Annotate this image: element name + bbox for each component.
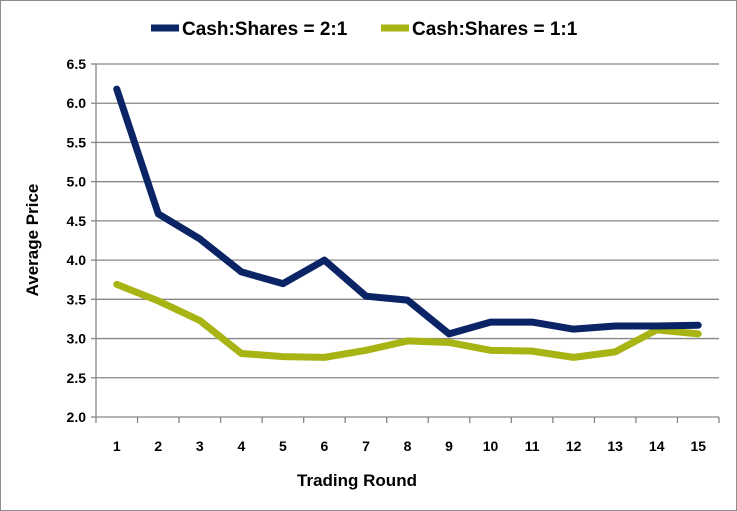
- x-tick-label: 11: [525, 438, 540, 454]
- y-tick-label: 2.0: [67, 409, 87, 425]
- legend-label: Cash:Shares = 2:1: [182, 19, 348, 40]
- x-tick-label: 12: [566, 438, 582, 454]
- gridlines: [91, 63, 720, 423]
- x-tick-label: 15: [690, 438, 706, 454]
- y-axis-label: Average Price: [23, 184, 42, 297]
- x-tick-label: 6: [321, 438, 329, 454]
- x-tick-label: 7: [362, 438, 370, 454]
- x-tick-label: 3: [196, 438, 204, 454]
- series-line: [113, 280, 702, 361]
- x-tick-label: 2: [154, 438, 162, 454]
- x-tick-label: 5: [279, 438, 287, 454]
- x-tick-labels: 1 2 3 4 5 6 7 8 9 10 11 12 13 14 15: [113, 438, 706, 454]
- legend: Cash:Shares = 2:1 Cash:Shares = 1:1: [151, 19, 578, 40]
- y-tick-label: 5.0: [67, 174, 87, 190]
- series-line: [113, 85, 702, 338]
- y-tick-label: 5.5: [67, 134, 87, 150]
- x-tick-label: 13: [607, 438, 623, 454]
- x-tick-label: 9: [445, 438, 453, 454]
- x-tick-label: 8: [404, 438, 412, 454]
- x-tick-label: 14: [649, 438, 665, 454]
- x-tick-label: 1: [113, 438, 121, 454]
- x-tick-label: 4: [237, 438, 245, 454]
- legend-label: Cash:Shares = 1:1: [412, 19, 578, 40]
- y-tick-label: 2.5: [67, 370, 87, 386]
- y-tick-label: 6.0: [67, 95, 87, 111]
- x-axis-label: Trading Round: [297, 471, 417, 490]
- x-tick-label: 10: [483, 438, 499, 454]
- y-tick-label: 6.5: [67, 56, 87, 72]
- y-tick-label: 4.5: [67, 213, 87, 229]
- y-tick-label: 3.5: [67, 291, 87, 307]
- y-tick-label: 3.0: [67, 331, 87, 347]
- y-tick-label: 4.0: [67, 252, 87, 268]
- series-lines: [113, 85, 702, 361]
- y-tick-labels: 2.0 2.5 3.0 3.5 4.0 4.5 5.0 5.5 6.0 6.5: [67, 56, 87, 425]
